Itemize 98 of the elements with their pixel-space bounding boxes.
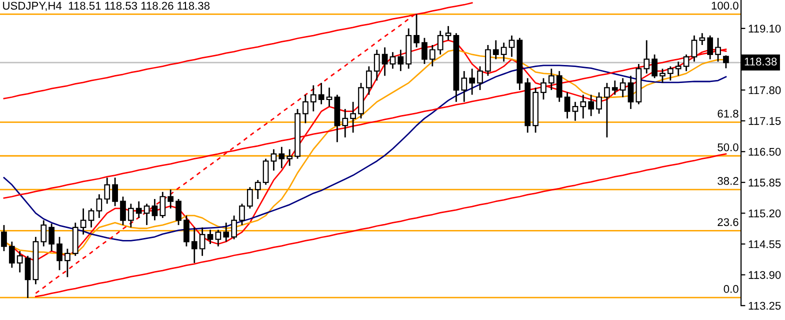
candlestick: [88, 208, 94, 228]
candlestick: [422, 37, 428, 65]
candlestick: [596, 92, 602, 114]
y-tick-label: 119.10: [748, 24, 781, 33]
candlestick: [318, 82, 324, 105]
candlestick: [604, 82, 610, 138]
candlestick: [540, 77, 546, 100]
candlestick: [199, 226, 206, 257]
candlestick: [572, 101, 578, 122]
candlestick: [382, 46, 388, 77]
candlestick: [96, 194, 102, 219]
y-tick-label: 113.25: [748, 302, 781, 310]
annotation: 38.2: [718, 177, 738, 185]
candlestick: [628, 75, 634, 110]
candlestick: [302, 94, 308, 124]
candlestick: [136, 200, 142, 219]
annotation: 100.0: [712, 2, 738, 10]
candlestick: [191, 226, 198, 264]
candlestick: [112, 176, 118, 207]
candlestick: [48, 222, 55, 252]
candlestick: [445, 25, 452, 41]
candlestick: [548, 68, 554, 91]
candlestick: [437, 30, 444, 56]
candlestick: [16, 250, 23, 274]
y-tick-label: 117.15: [748, 117, 781, 125]
candlestick: [461, 70, 468, 103]
candlestick: [144, 203, 150, 226]
candlestick: [215, 229, 222, 248]
candlestick: [620, 77, 626, 98]
candlestick: [350, 101, 356, 134]
candlestick: [699, 32, 706, 46]
candlestick: [691, 34, 698, 62]
candlestick: [374, 49, 380, 82]
candlestick: [492, 40, 499, 60]
candlestick: [652, 54, 658, 79]
candlestick: [286, 148, 293, 167]
y-tick-label: 117.80: [748, 86, 781, 94]
candlestick: [429, 44, 436, 68]
candlestick: [310, 84, 316, 112]
candlestick: [207, 229, 214, 245]
candlestick: [580, 94, 586, 120]
candlestick: [588, 94, 594, 117]
candlestick: [120, 196, 126, 226]
ref-line-label: 118.38: [744, 58, 777, 66]
candlestick: [707, 34, 714, 60]
candlestick: [24, 255, 31, 299]
candlestick: [342, 108, 348, 138]
candlestick: [326, 86, 332, 108]
candlestick: [104, 176, 110, 204]
y-tick-label: 115.85: [748, 178, 781, 187]
candlestick: [500, 42, 507, 62]
candlestick: [40, 220, 47, 248]
candlestick: [64, 248, 70, 278]
candlestick: [667, 66, 674, 82]
candlestick: [683, 54, 690, 72]
candlestick: [723, 54, 729, 69]
candlestick: [675, 60, 682, 77]
candlestick: [477, 66, 483, 91]
candlestick: [231, 214, 237, 240]
candlestick: [8, 240, 15, 268]
annotation: 50.0: [718, 143, 738, 152]
candlestick: [160, 191, 166, 219]
candlestick: [414, 14, 420, 48]
annotation: 23.6: [718, 218, 738, 226]
chart-title: USDJPY,H4 118.51 118.53 118.26 118.38: [3, 2, 210, 11]
annotation: 61.8: [718, 110, 738, 118]
y-tick-label: 114.55: [748, 240, 781, 248]
candlestick: [246, 186, 253, 210]
candlestick: [398, 49, 404, 72]
candlestick: [56, 236, 62, 271]
candlestick: [366, 66, 372, 96]
candlestick: [660, 68, 666, 84]
candlestick: [152, 198, 158, 222]
candlestick: [223, 222, 230, 242]
y-tick-label: 115.20: [748, 209, 781, 218]
candlestick: [564, 92, 570, 120]
candlestick: [612, 80, 618, 96]
candlestick: [168, 188, 174, 210]
candlestick: [508, 34, 515, 58]
y-tick-label: 116.50: [748, 148, 781, 156]
y-tick-label: 113.90: [748, 271, 781, 279]
candlestick: [80, 208, 86, 236]
candlestick: [270, 148, 277, 172]
candlestick: [715, 37, 721, 62]
candlestick: [390, 51, 396, 70]
candlestick: [262, 158, 269, 186]
annotation: 0.0: [724, 285, 738, 293]
candlestick: [254, 179, 261, 200]
candlestick: [278, 146, 285, 169]
candlestick: [485, 44, 491, 77]
candlestick: [128, 203, 134, 228]
candlestick: [556, 70, 562, 103]
candlestick: [239, 203, 245, 226]
candlestick: [1, 224, 7, 252]
candlestick: [469, 68, 476, 96]
candlestick: [176, 198, 182, 226]
candlestick: [184, 214, 190, 248]
candlestick: [644, 40, 650, 74]
